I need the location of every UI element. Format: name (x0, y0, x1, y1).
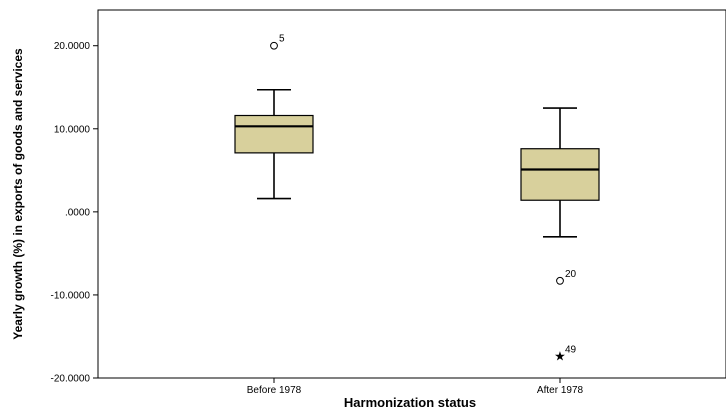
box-group: 5 (234, 34, 314, 200)
outlier-label: 20 (565, 269, 577, 280)
outlier-point (556, 276, 564, 285)
outlier-point (270, 41, 278, 50)
extreme-outlier-star: ★ (554, 348, 566, 363)
outlier-label: 5 (279, 34, 285, 45)
y-tick-label: -10.0000 (51, 290, 91, 301)
y-axis-label: Yearly growth (%) in exports of goods an… (11, 48, 25, 340)
x-axis: Before 1978 After 1978 (247, 378, 584, 396)
x-axis-label: Harmonization status (344, 395, 476, 410)
box-iqr (520, 148, 600, 201)
box-group: 20 ★ 49 (520, 107, 600, 363)
y-axis: 20.0000 10.0000 .0000 -10.0000 -20.0000 (51, 41, 98, 385)
y-tick-label: 20.0000 (54, 41, 91, 52)
plot-frame (97, 9, 726, 379)
x-tick-label: Before 1978 (247, 385, 302, 396)
y-tick-label: .0000 (65, 207, 90, 218)
box-iqr (234, 114, 314, 154)
box-groups: 5 20 ★ 49 (234, 34, 600, 363)
x-tick-label: After 1978 (537, 385, 584, 396)
outlier-label: 49 (565, 344, 577, 355)
y-tick-label: 10.0000 (54, 124, 91, 135)
y-tick-label: -20.0000 (51, 374, 91, 385)
